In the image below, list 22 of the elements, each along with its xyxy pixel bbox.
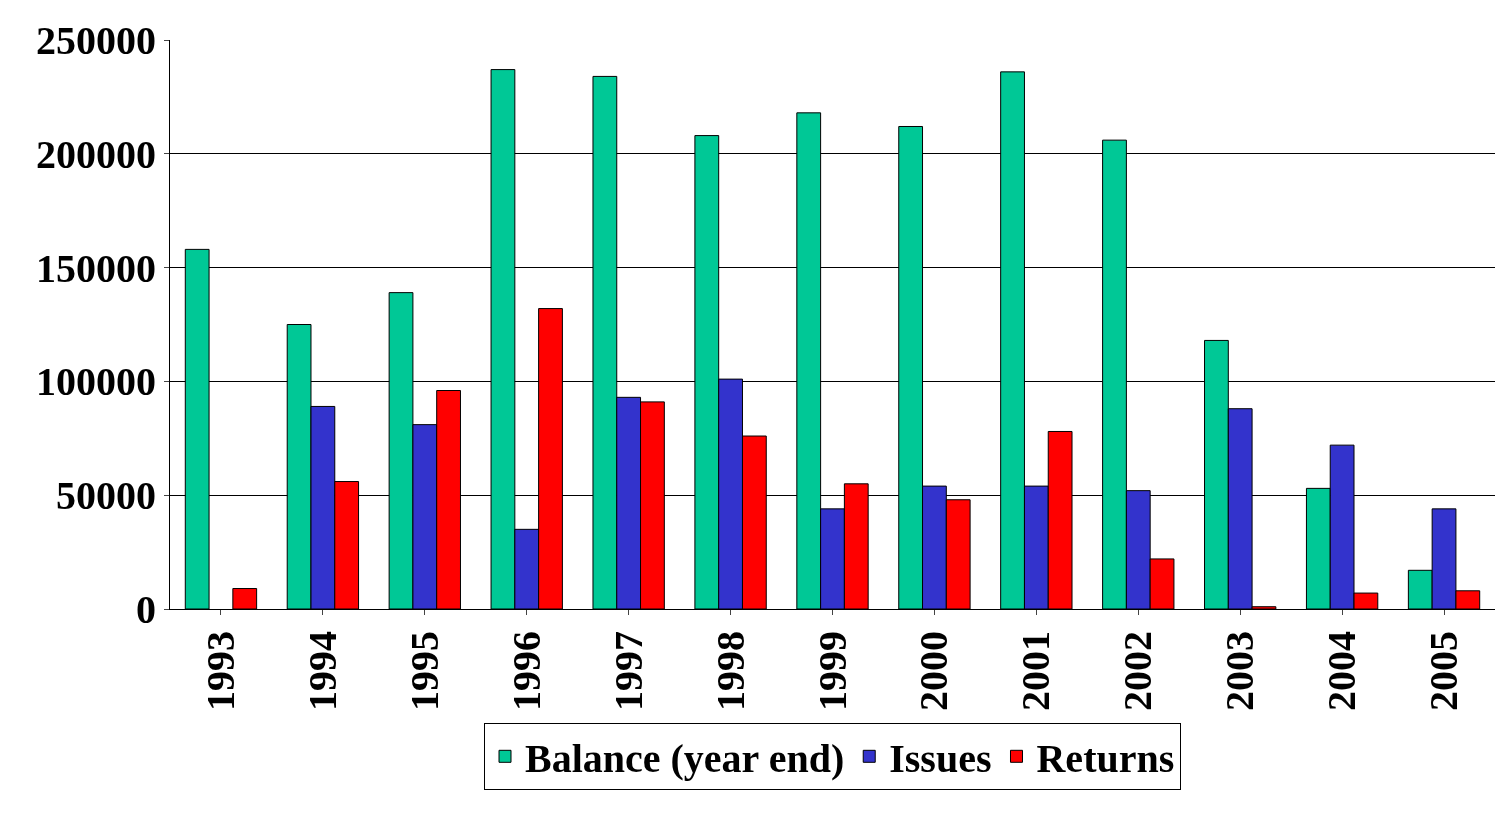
legend-label: Issues bbox=[889, 735, 992, 781]
legend-label: Returns bbox=[1036, 735, 1175, 781]
x-tick-label: 1997 bbox=[605, 631, 651, 711]
x-tick-label: 2002 bbox=[1115, 631, 1161, 711]
x-tick-label: 2004 bbox=[1319, 631, 1365, 711]
y-tick-label: 0 bbox=[136, 587, 156, 632]
x-tick-label: 1994 bbox=[299, 631, 345, 711]
x-tick-label: 1993 bbox=[197, 631, 243, 711]
y-tick-label: 150000 bbox=[36, 245, 156, 291]
x-tick-label: 2001 bbox=[1013, 631, 1059, 711]
x-tick-label: 2003 bbox=[1217, 631, 1263, 711]
y-tick-label: 100000 bbox=[36, 359, 156, 405]
x-tick-label: 1996 bbox=[503, 631, 549, 711]
x-tick-label: 2005 bbox=[1421, 631, 1467, 711]
x-tick-label: 1995 bbox=[401, 631, 447, 711]
legend-label: Balance (year end) bbox=[525, 735, 845, 781]
y-tick-label: 50000 bbox=[56, 473, 156, 519]
x-tick-label: 1999 bbox=[809, 631, 855, 711]
x-tick-label: 2000 bbox=[911, 631, 957, 711]
y-tick-label: 200000 bbox=[36, 131, 156, 177]
y-tick-label: 250000 bbox=[36, 18, 156, 63]
x-tick-label: 1998 bbox=[707, 631, 753, 711]
